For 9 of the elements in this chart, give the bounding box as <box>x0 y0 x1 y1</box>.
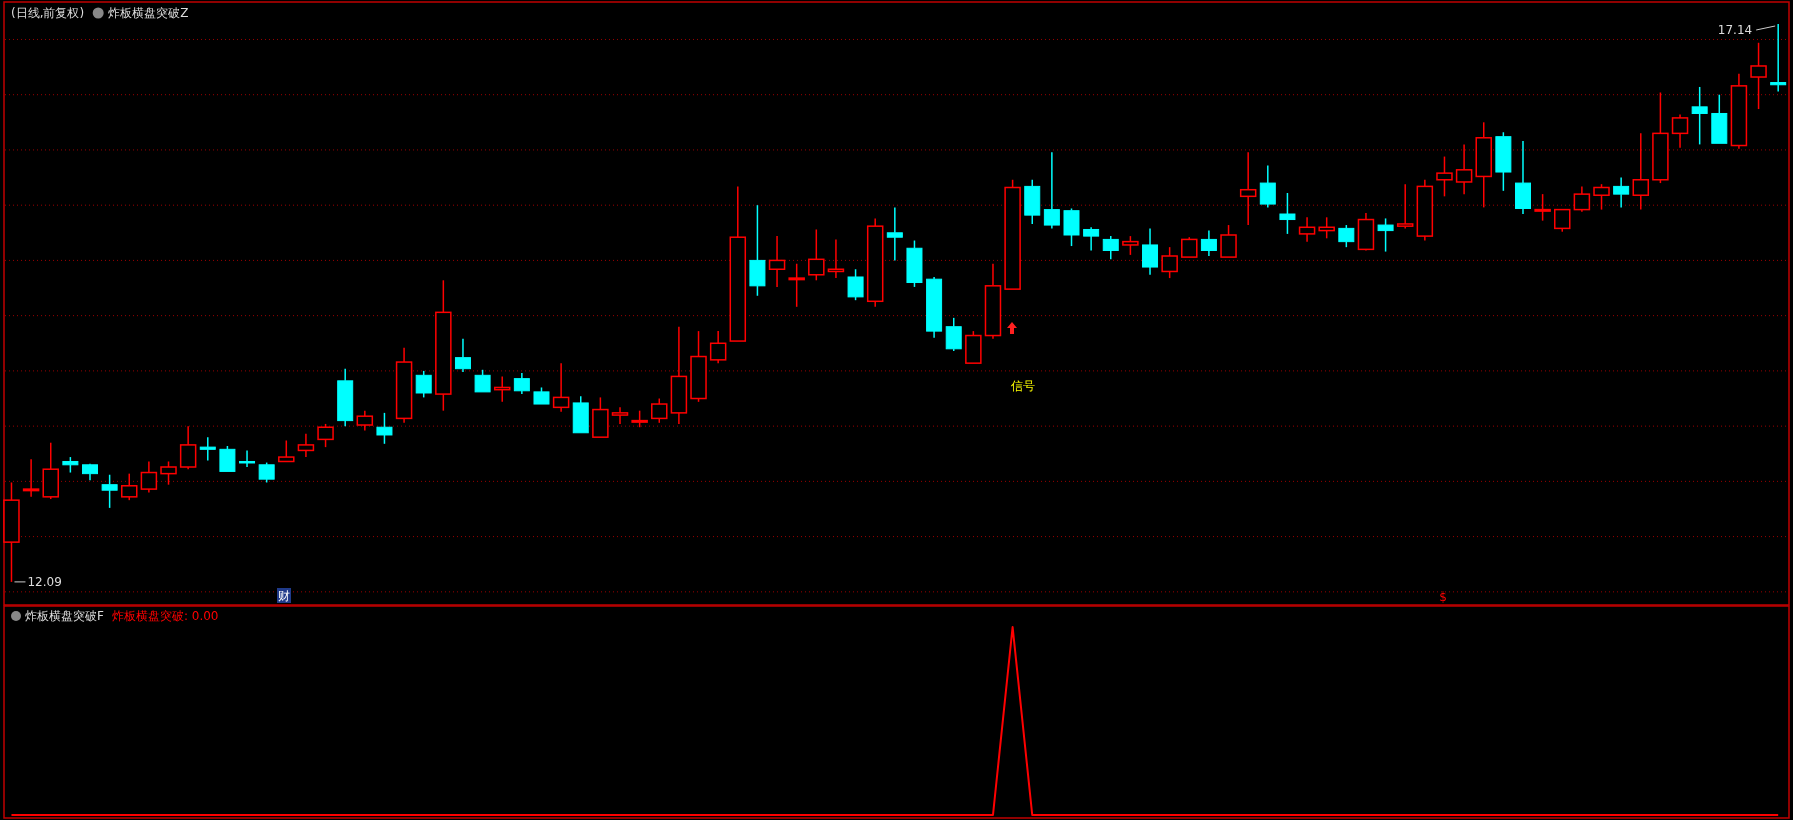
chart-subtitle: 炸板横盘突破Z <box>108 6 189 20</box>
annotation: 17.14 <box>1717 22 1753 37</box>
text: 炸板横盘突破: 0.00 <box>111 609 219 623</box>
annotation: 12.09 <box>27 574 62 589</box>
chart-title: 炸板横盘突破F <box>25 609 104 623</box>
annotation: 信号 <box>1011 379 1035 393</box>
annotation: 财 <box>278 589 290 603</box>
annotation: $ <box>1439 590 1447 604</box>
chart-title: (日线,前复权) <box>11 6 85 20</box>
